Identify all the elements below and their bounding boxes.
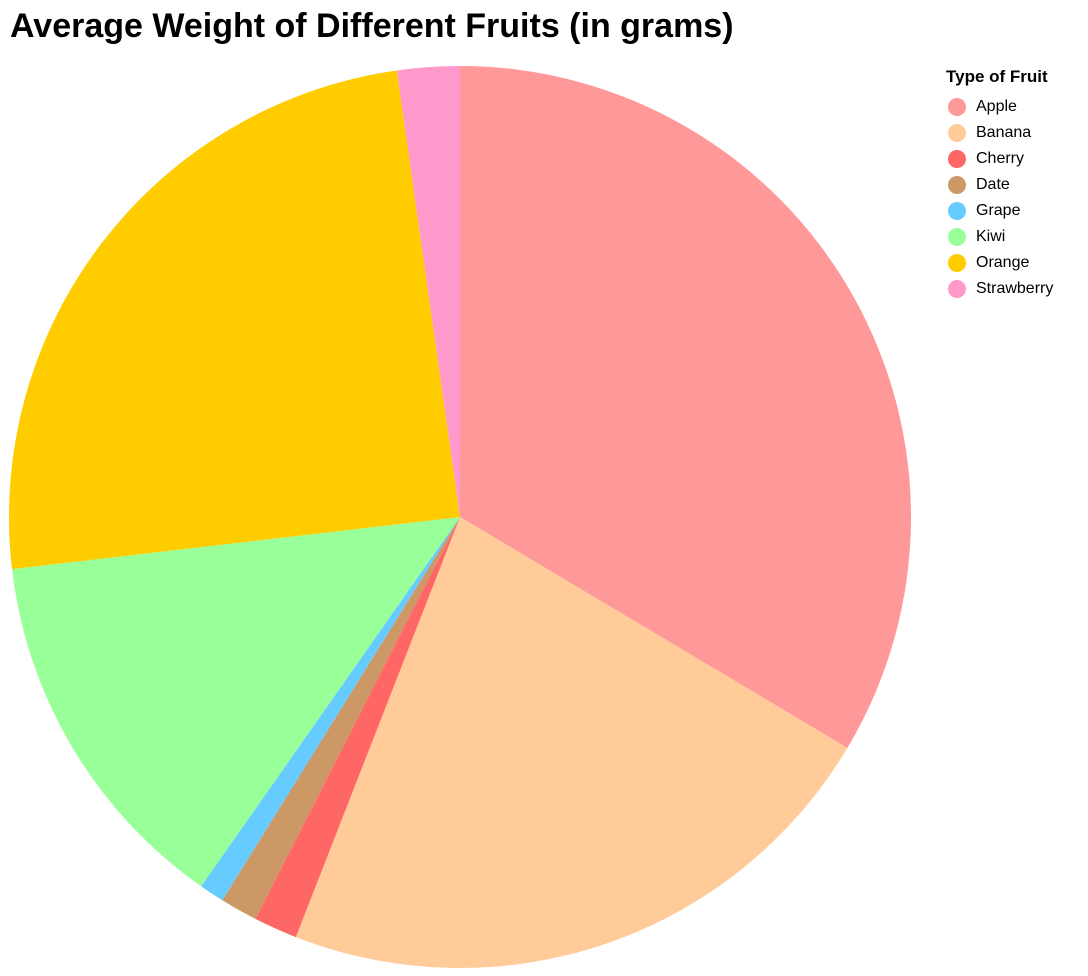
legend-item-strawberry: Strawberry [946,276,1053,302]
legend-title: Type of Fruit [946,67,1048,86]
pie-slice-banana [295,517,848,969]
pie-slice-cherry [255,517,460,938]
legend-label: Apple [976,98,1017,115]
legend: Type of Fruit Apple Banana Cherry Date Grape… [946,64,1053,302]
legend-swatch [948,98,966,116]
legend-swatch [948,280,966,298]
legend-swatch [948,124,966,142]
legend-item-grape: Grape [946,198,1053,224]
legend-swatch [948,150,966,168]
legend-item-cherry: Cherry [946,146,1053,172]
pie-slice-apple [460,66,912,748]
legend-swatch [948,254,966,272]
legend-label: Kiwi [976,228,1006,245]
legend-label: Orange [976,254,1030,271]
legend-item-date: Date [946,172,1053,198]
legend-swatch [948,176,966,194]
legend-label: Grape [976,202,1021,219]
legend-item-orange: Orange [946,250,1053,276]
pie-slice-date [222,517,460,919]
legend-items: Apple Banana Cherry Date Grape Kiwi Orange Stra… [946,94,1053,302]
legend-item-apple: Apple [946,94,1053,120]
legend-label: Date [976,176,1010,193]
pie-slice-orange [9,70,460,570]
legend-label: Banana [976,124,1032,141]
legend-label: Strawberry [976,280,1054,297]
pie-slice-strawberry [396,66,460,517]
legend-label: Cherry [976,150,1025,167]
pie-slice-grape [201,517,460,901]
legend-item-kiwi: Kiwi [946,224,1053,250]
legend-swatch [948,228,966,246]
legend-item-banana: Banana [946,120,1053,146]
pie-slice-kiwi [12,517,461,887]
legend-swatch [948,202,966,220]
chart-title: Average Weight of Different Fruits (in g… [10,7,734,45]
